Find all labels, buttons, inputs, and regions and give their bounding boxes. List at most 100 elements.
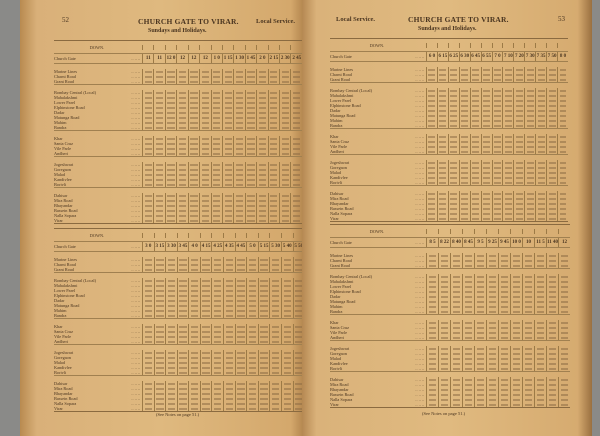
time-cell [164, 110, 176, 115]
table-row: Bhayandar.. .. .. [330, 387, 570, 392]
time-cell [221, 141, 233, 146]
illegible-time [524, 388, 533, 391]
illegible-time [270, 91, 278, 94]
time-cell [199, 100, 210, 105]
time-cell [199, 162, 210, 167]
illegible-time [179, 366, 187, 369]
illegible-time [179, 309, 187, 312]
time-cell [280, 391, 293, 396]
time-cell [176, 386, 189, 391]
illegible-time [144, 284, 152, 287]
leader-dots: .. .. .. [415, 113, 424, 118]
time-cell [546, 356, 558, 361]
time-cell [256, 125, 267, 130]
time-cell [522, 294, 534, 299]
illegible-time [247, 209, 255, 212]
illegible-time [428, 109, 436, 112]
time-cell [176, 350, 189, 355]
illegible-time [201, 137, 209, 140]
leader-dots: .. .. .. [131, 120, 140, 125]
illegible-time [512, 362, 521, 365]
departure-time: 8 40 [450, 238, 462, 247]
illegible-time [271, 263, 280, 266]
illegible-time [500, 357, 509, 360]
station-name: Khar.. .. .. [330, 320, 426, 325]
time-cell [210, 69, 222, 74]
time-cell [223, 370, 235, 375]
time-cell [502, 134, 513, 139]
ampm-header: p. m. [165, 232, 177, 238]
time-cell [426, 263, 438, 268]
time-cell [280, 313, 293, 318]
time-cell [267, 79, 279, 84]
illegible-time [260, 289, 268, 292]
illegible-time [283, 335, 291, 338]
illegible-time [548, 181, 556, 184]
time-cell [486, 279, 498, 284]
illegible-time [452, 254, 461, 257]
illegible-time [155, 96, 164, 99]
time-cell [447, 165, 459, 170]
illegible-time [461, 145, 469, 148]
time-cell [438, 299, 450, 304]
illegible-time [461, 78, 469, 81]
illegible-time [179, 263, 187, 266]
ampm-header: p. m. [480, 42, 492, 48]
departure-time: 7 20 [513, 52, 524, 61]
time-cell [535, 211, 546, 216]
time-cell [223, 391, 235, 396]
table-row: Nalla Sopara.. .. .. [54, 213, 302, 218]
illegible-time [270, 178, 278, 181]
time-cell [502, 206, 513, 211]
time-cell [257, 391, 270, 396]
illegible-time [512, 403, 521, 406]
time-cell [502, 175, 513, 180]
table-row: Charni Road.. .. .. [54, 74, 302, 79]
time-cell [513, 180, 524, 185]
illegible-time [559, 104, 567, 107]
leader-dots: .. .. .. [131, 401, 140, 406]
illegible-time [248, 366, 257, 369]
illegible-time [247, 178, 255, 181]
illegible-time [476, 310, 485, 313]
table-row: Bombay Central (Local).. .. .. [54, 278, 304, 283]
illegible-time [439, 78, 447, 81]
time-cell [510, 294, 522, 299]
time-cell [558, 253, 570, 258]
time-cell [210, 105, 222, 110]
time-cell [246, 381, 258, 386]
table-row: Bandra.. .. .. [54, 313, 304, 319]
time-cell [480, 180, 492, 185]
station-label: Bandra [54, 125, 67, 130]
time-cell [450, 263, 462, 268]
illegible-time [247, 121, 255, 124]
illegible-time [293, 75, 301, 78]
illegible-time [237, 294, 245, 297]
illegible-time [537, 68, 545, 71]
time-cell [491, 113, 503, 118]
time-cell [176, 69, 187, 74]
illegible-time [179, 294, 187, 297]
illegible-time [237, 392, 245, 395]
time-cell [510, 330, 522, 335]
illegible-time [536, 300, 545, 303]
time-cell [469, 134, 481, 139]
time-cell [188, 308, 200, 313]
illegible-time [213, 219, 221, 222]
illegible-time [560, 310, 569, 313]
leader-dots: .. .. .. [415, 346, 424, 351]
illegible-time [144, 294, 152, 297]
time-cell [486, 320, 498, 325]
time-cell [142, 360, 154, 365]
illegible-time [512, 347, 521, 350]
illegible-time [500, 362, 509, 365]
departure-time: 6 15 [436, 52, 448, 61]
time-cell [290, 120, 301, 125]
illegible-time [178, 96, 187, 99]
time-cell [199, 329, 212, 334]
table-row: Dahisar.. .. .. [54, 381, 304, 386]
illegible-time [283, 304, 291, 307]
time-cell [234, 324, 247, 329]
time-cell [153, 329, 166, 334]
time-cell [280, 308, 293, 313]
